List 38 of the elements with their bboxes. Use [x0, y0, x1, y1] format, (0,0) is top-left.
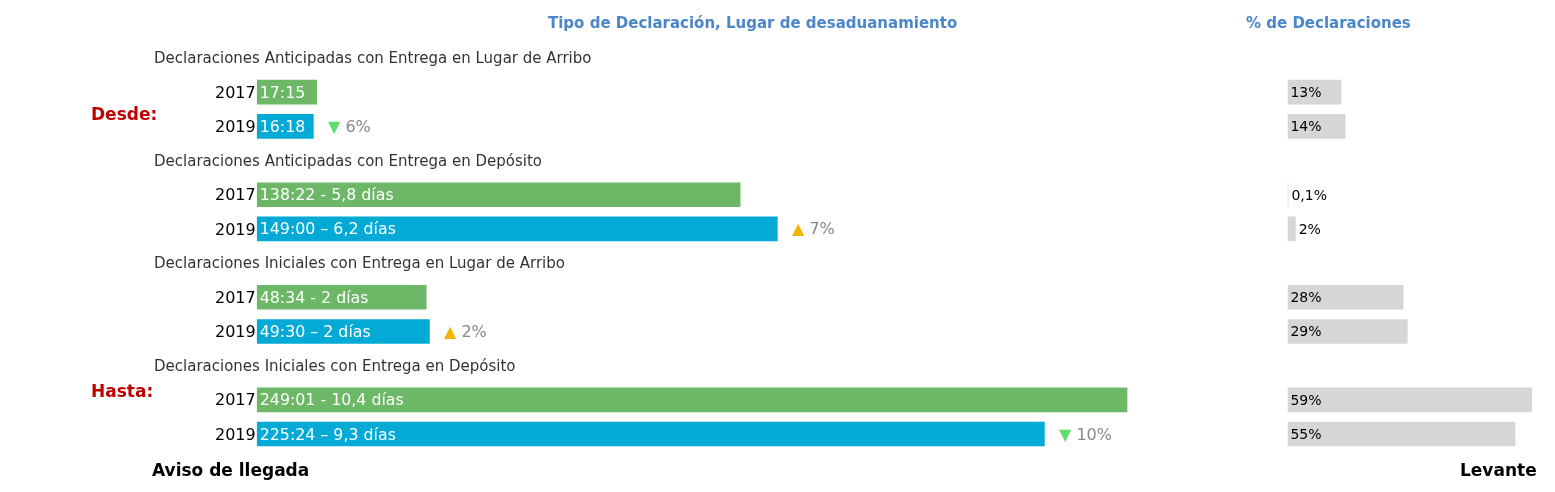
data-label: 225:24 – 9,3 días [259, 424, 396, 444]
annotation: ▲ 7% [792, 219, 835, 238]
data-label: 249:01 - 10,4 días [259, 390, 404, 410]
annotation: ▲ 2% [444, 322, 487, 341]
y-tick-label: 2019 [214, 322, 256, 342]
data-label: 59% [1290, 391, 1322, 408]
data-label: 0,1% [1291, 186, 1327, 203]
annotation: Declaraciones Anticipadas con Entrega en Depósito [154, 152, 543, 170]
y-tick-label: 2017 [214, 390, 256, 410]
annotation: Declaraciones Iniciales con Entrega en Lugar de Arribo [154, 254, 565, 272]
data-label: 17:15 [259, 82, 306, 102]
data-label: 49:30 – 2 días [259, 322, 371, 342]
data-label: 13% [1290, 84, 1322, 101]
annotation: Declaraciones Iniciales con Entrega en Depósito [154, 357, 516, 375]
y-tick-label: 2019 [214, 424, 256, 444]
text: Levante [1460, 460, 1537, 480]
data-label: 149:00 – 6,2 días [259, 219, 396, 239]
y-tick-label: 2017 [214, 287, 256, 307]
data-label: 2% [1298, 220, 1321, 237]
data-label: 16:18 [259, 116, 306, 136]
data-label: 28% [1290, 289, 1322, 306]
text: Aviso de llegada [152, 460, 310, 480]
text: Hasta: [91, 381, 154, 401]
chart-title: % de Declaraciones [1246, 14, 1411, 32]
text: Declaraciones Anticipadas con Entrega en Lugar de Arribo [154, 49, 592, 67]
data-label: 55% [1290, 426, 1322, 443]
y-tick-label: 2017 [214, 82, 256, 102]
chart-title: Tipo de Declaración, Lugar de desaduanamiento [548, 14, 958, 32]
data-label: 48:34 - 2 días [259, 287, 369, 307]
annotation: ▼ 6% [328, 117, 371, 136]
text: Desde: [91, 104, 158, 124]
data-label: 138:22 - 5,8 días [259, 185, 394, 205]
y-tick-label: 2019 [214, 219, 256, 239]
data-label: 14% [1290, 118, 1322, 135]
y-tick-label: 2019 [214, 116, 256, 136]
annotation: ▼ 10% [1059, 425, 1112, 444]
data-label: 29% [1290, 323, 1322, 340]
y-tick-label: 2017 [214, 185, 256, 205]
